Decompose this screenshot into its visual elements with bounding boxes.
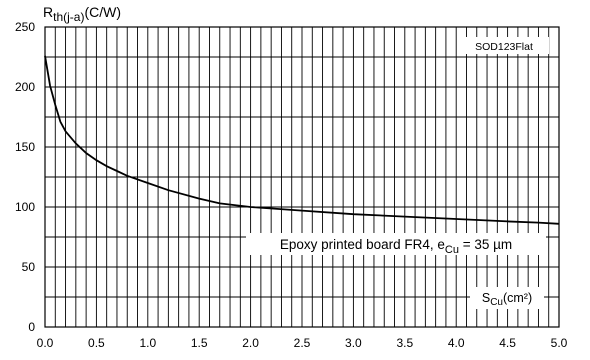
package-label-bg — [459, 37, 549, 54]
x-tick-label: 0.0 — [37, 336, 54, 350]
x-tick-label: 1.5 — [191, 336, 208, 350]
y-tick-label: 0 — [28, 320, 35, 334]
x-tick-label: 3.5 — [396, 336, 413, 350]
y-tick-label: 100 — [15, 200, 35, 214]
condition-label-bg — [246, 233, 546, 255]
x-tick-label: 1.0 — [139, 336, 156, 350]
x-tick-label: 2.0 — [242, 336, 259, 350]
grid-lines — [44, 26, 560, 328]
rth-curve-line — [44, 55, 560, 225]
package-label: SOD123Flat — [475, 41, 533, 53]
y-tick-label: 250 — [15, 20, 35, 34]
x-tick-labels: 0.0 0.5 1.0 1.5 2.0 2.5 3.0 3.5 4.0 4.5 5.0 — [37, 336, 568, 350]
y-tick-label: 200 — [15, 80, 35, 94]
x-tick-label: 4.0 — [448, 336, 465, 350]
y-tick-labels: 0 50 100 150 200 250 — [15, 20, 35, 334]
y-tick-label: 150 — [15, 140, 35, 154]
x-tick-label: 4.5 — [499, 336, 516, 350]
x-tick-label: 3.0 — [345, 336, 362, 350]
x-tick-label: 0.5 — [88, 336, 105, 350]
plot-frame — [44, 26, 560, 328]
x-axis-label-bg — [470, 287, 544, 309]
x-tick-label: 2.5 — [294, 336, 311, 350]
x-tick-label: 5.0 — [551, 336, 568, 350]
y-axis-label: Rth(j-a)(C/W) — [43, 4, 121, 24]
y-tick-label: 50 — [22, 260, 36, 274]
condition-label: Epoxy printed board FR4, eCu = 35 µm — [280, 237, 512, 256]
x-axis-label: SCu(cm²) — [482, 291, 532, 308]
